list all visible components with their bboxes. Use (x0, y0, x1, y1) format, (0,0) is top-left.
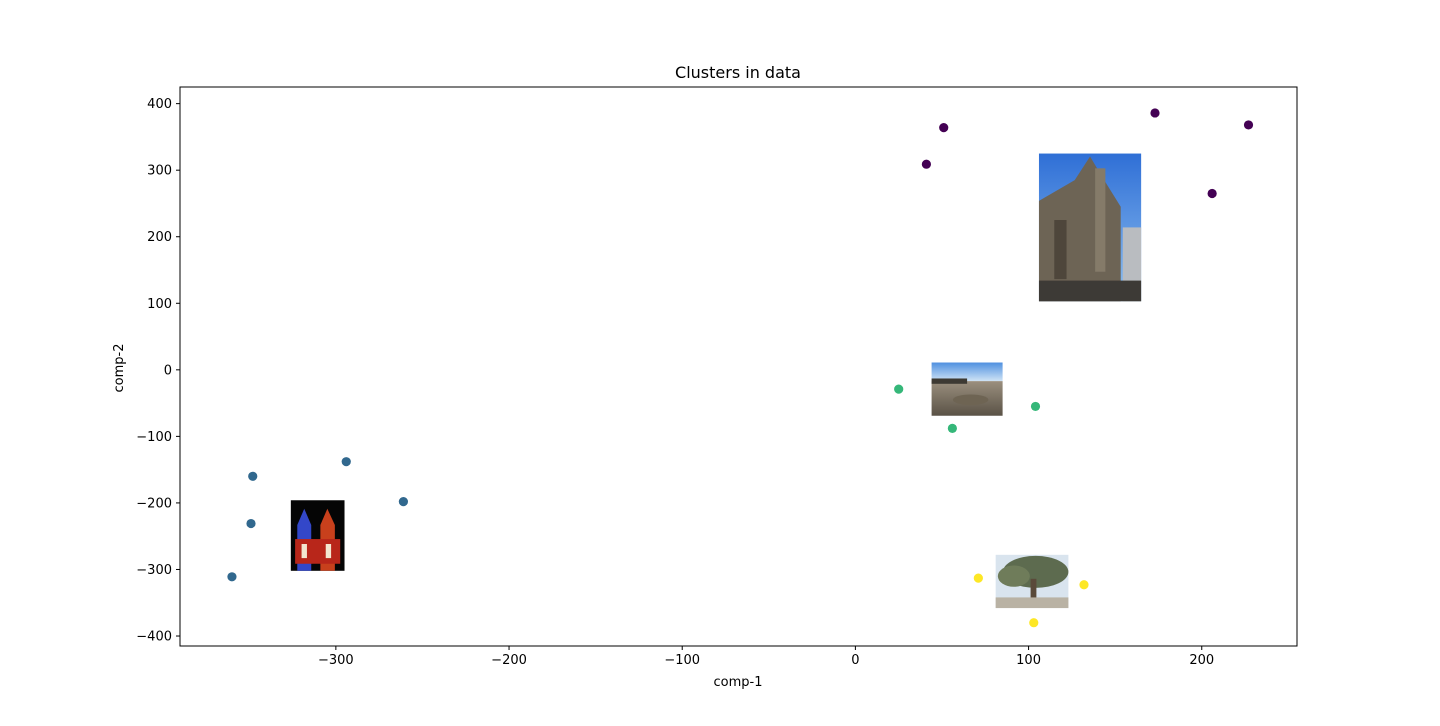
y-axis: −400 −300 −200 −100 0 100 200 300 400 (136, 97, 180, 645)
y-tick-label: −400 (136, 630, 172, 645)
x-tick-label: 0 (851, 653, 859, 668)
data-point (1207, 188, 1217, 199)
illuminated-cathedral-night-photo (290, 500, 345, 571)
data-point (248, 471, 258, 481)
data-point (894, 384, 904, 394)
y-tick-label: −200 (136, 496, 172, 511)
data-point (939, 122, 949, 133)
data-point (1243, 120, 1254, 130)
data-point (973, 573, 983, 583)
x-tick-label: 100 (1016, 653, 1041, 668)
y-axis-label: comp-2 (112, 344, 127, 393)
x-axis-label: comp-1 (714, 675, 763, 690)
x-tick-label: −300 (318, 653, 354, 668)
y-tick-label: 300 (147, 164, 172, 179)
rocky-ground-blue-sky-photo (931, 362, 1003, 416)
data-point (398, 496, 408, 507)
x-tick-label: 200 (1189, 653, 1214, 668)
data-point (227, 572, 237, 582)
y-tick-label: 0 (164, 363, 172, 378)
data-point (921, 159, 931, 169)
y-tick-label: −100 (136, 430, 172, 445)
x-axis: −300 −200 −100 0 100 200 (318, 646, 1214, 668)
cathedral-facade-photo (1038, 153, 1142, 302)
y-tick-label: 200 (147, 230, 172, 245)
data-point (1150, 108, 1160, 118)
y-tick-label: 400 (147, 97, 172, 112)
scatter-points (227, 108, 1254, 628)
x-tick-label: −100 (664, 653, 700, 668)
plot-area-frame (179, 86, 1298, 647)
image-thumbnails (290, 153, 1142, 609)
data-point (947, 423, 957, 433)
large-tree-plaza-photo (995, 554, 1069, 609)
chart-title: Clusters in data (675, 63, 801, 82)
data-point (1079, 580, 1089, 590)
data-point (341, 457, 351, 467)
x-tick-label: −200 (491, 653, 527, 668)
data-point (1030, 401, 1041, 412)
y-tick-label: 100 (147, 297, 172, 312)
data-point (246, 518, 256, 529)
y-tick-label: −300 (136, 563, 172, 578)
data-point (1029, 618, 1039, 628)
